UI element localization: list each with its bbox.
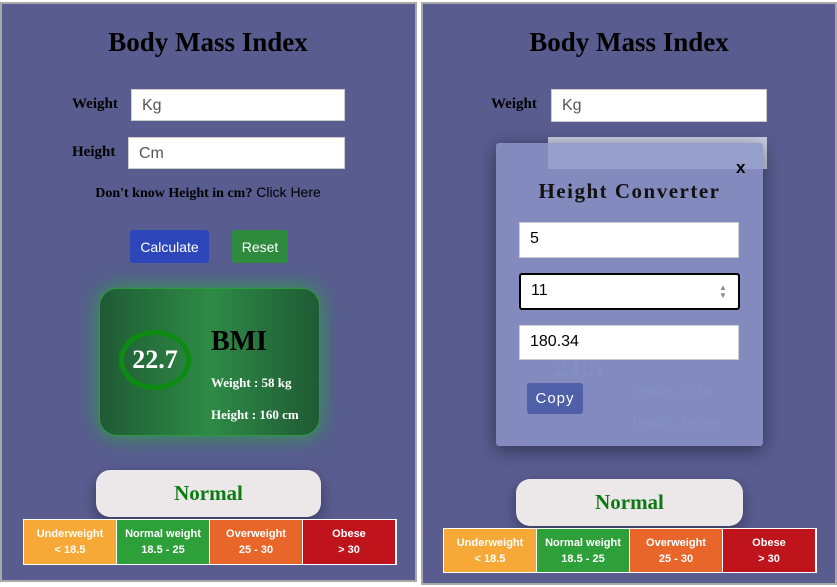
help-link[interactable]: Click Here [256, 184, 321, 200]
weight-input[interactable]: Kg [551, 89, 767, 122]
inches-input[interactable]: 11 [519, 273, 740, 310]
legend-range: < 18.5 [474, 552, 506, 565]
legend-range: 18.5 - 25 [141, 544, 185, 556]
spinner[interactable]: ▲ ▼ [719, 283, 727, 300]
legend-item: Overweight 25 - 30 [630, 529, 723, 572]
legend-name: Underweight [36, 528, 104, 540]
height-input[interactable]: Cm [128, 137, 345, 169]
status: Normal [516, 479, 743, 526]
legend-name: Overweight [646, 536, 706, 549]
title: Body Mass Index [529, 27, 729, 57]
weight-label: Weight [72, 96, 118, 112]
weight-input[interactable]: Kg [131, 89, 345, 121]
height-result: Height : 160 cm [211, 407, 299, 422]
legend-range: > 30 [758, 552, 780, 565]
feet-input[interactable]: 5 [519, 222, 739, 258]
legend: Underweight < 18.5 Normal weight 18.5 - 25 O… [23, 519, 397, 565]
legend-name: Obese [752, 536, 786, 549]
legend-item: Obese > 30 [723, 529, 816, 572]
modal-title: Height Converter [538, 179, 721, 203]
legend-item: Overweight 25 - 30 [210, 520, 303, 564]
help: Don't know Height in cm? Click Here [0, 184, 416, 202]
legend: Underweight < 18.5 Normal weight 18.5 - 25 O… [443, 528, 817, 573]
title: Body Mass Index [108, 27, 308, 57]
legend-range: 18.5 - 25 [561, 552, 605, 565]
legend-item: Underweight < 18.5 [444, 529, 537, 572]
help-text: Don't know Height in cm? [95, 186, 253, 201]
legend-range: > 30 [338, 544, 360, 556]
legend-name: Normal weight [545, 536, 621, 549]
bmi-label: BMI [211, 326, 267, 357]
bmi-value: 22.7 [119, 330, 191, 390]
status: Normal [96, 470, 321, 517]
legend-name: Obese [332, 528, 366, 540]
copy-button[interactable]: Copy [527, 383, 583, 414]
legend-name: Underweight [456, 536, 524, 549]
weight-label: Weight [491, 96, 537, 112]
legend-item: Obese > 30 [303, 520, 396, 564]
close-button[interactable]: x [736, 158, 746, 177]
legend-range: 25 - 30 [658, 552, 694, 565]
legend-name: Normal weight [125, 528, 201, 540]
height-label: Height [72, 144, 116, 160]
calculate-button[interactable]: Calculate [130, 230, 209, 263]
legend-item: Normal weight 18.5 - 25 [117, 520, 210, 564]
weight-result: Weight : 58 kg [211, 375, 292, 390]
legend-name: Overweight [226, 528, 286, 540]
legend-range: < 18.5 [54, 544, 86, 556]
cm-input[interactable]: 180.34 [519, 325, 739, 360]
legend-item: Underweight < 18.5 [24, 520, 117, 564]
legend-item: Normal weight 18.5 - 25 [537, 529, 630, 572]
reset-button[interactable]: Reset [232, 230, 288, 263]
legend-range: 25 - 30 [238, 544, 274, 556]
